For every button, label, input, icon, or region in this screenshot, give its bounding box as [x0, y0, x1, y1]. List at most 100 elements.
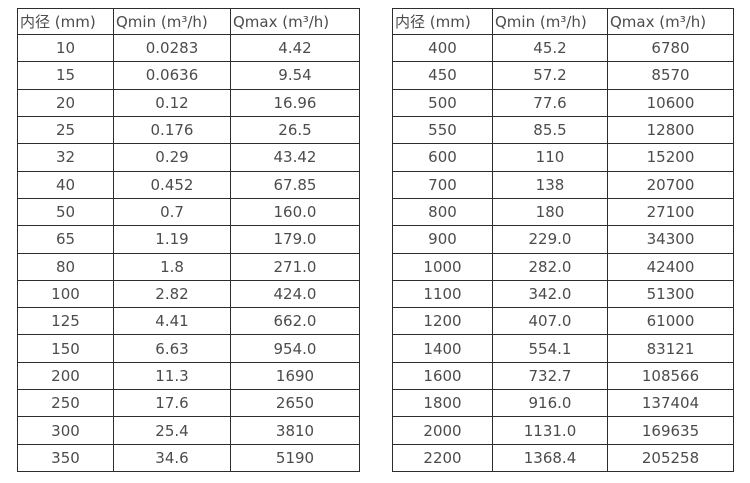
cell-qmax: 271.0 [230, 252, 360, 281]
cell-qmax: 137404 [607, 389, 734, 418]
cell-qmin: 1131.0 [492, 416, 608, 445]
cell-qmin: 0.0283 [113, 33, 231, 63]
cell-qmin: 138 [492, 170, 608, 199]
cell-qmin: 0.176 [113, 115, 231, 145]
cell-diameter: 32 [17, 143, 114, 172]
cell-qmin: 554.1 [492, 334, 608, 363]
cell-qmin: 342.0 [492, 279, 608, 309]
cell-diameter: 1000 [392, 252, 493, 281]
column-header-qmax: Qmax (m³/h) [230, 8, 360, 35]
table-row: 700 138 20700 [392, 170, 734, 199]
cell-qmin: 17.6 [113, 389, 231, 418]
table-row: 40 0.452 67.85 [17, 170, 360, 199]
cell-qmax: 51300 [607, 279, 734, 309]
cell-diameter: 500 [392, 88, 493, 117]
header-row: 内径 (mm) Qmin (m³/h) Qmax (m³/h) [392, 8, 734, 35]
cell-qmax: 3810 [230, 416, 360, 445]
table-row: 20 0.12 16.96 [17, 88, 360, 117]
table-row: 1200 407.0 61000 [392, 307, 734, 336]
cell-qmin: 1.8 [113, 252, 231, 281]
table-row: 800 180 27100 [392, 197, 734, 227]
cell-diameter: 80 [17, 252, 114, 281]
table-row: 1000 282.0 42400 [392, 252, 734, 281]
header-row: 内径 (mm) Qmin (m³/h) Qmax (m³/h) [17, 8, 360, 35]
table-row: 250 17.6 2650 [17, 389, 360, 418]
cell-diameter: 250 [17, 389, 114, 418]
cell-diameter: 25 [17, 115, 114, 145]
cell-diameter: 1400 [392, 334, 493, 363]
cell-qmin: 0.29 [113, 143, 231, 172]
column-header-diameter: 内径 (mm) [17, 8, 114, 35]
cell-qmin: 110 [492, 143, 608, 172]
table-row: 2000 1131.0 169635 [392, 416, 734, 445]
cell-qmin: 0.452 [113, 170, 231, 199]
cell-diameter: 300 [17, 416, 114, 445]
table-row: 500 77.6 10600 [392, 88, 734, 117]
cell-qmin: 1368.4 [492, 443, 608, 473]
cell-qmax: 26.5 [230, 115, 360, 145]
table-row: 125 4.41 662.0 [17, 307, 360, 336]
cell-diameter: 350 [17, 443, 114, 473]
cell-qmax: 4.42 [230, 33, 360, 63]
diameter-flow-table-right: 内径 (mm) Qmin (m³/h) Qmax (m³/h) 400 45.2 6780… [392, 8, 734, 473]
cell-diameter: 125 [17, 307, 114, 336]
cell-diameter: 150 [17, 334, 114, 363]
column-header-qmin: Qmin (m³/h) [113, 8, 231, 35]
cell-qmax: 15200 [607, 143, 734, 172]
cell-qmax: 42400 [607, 252, 734, 281]
cell-qmax: 20700 [607, 170, 734, 199]
cell-diameter: 50 [17, 197, 114, 227]
cell-qmax: 179.0 [230, 225, 360, 254]
cell-qmin: 45.2 [492, 33, 608, 63]
cell-qmin: 57.2 [492, 61, 608, 90]
table-row: 1600 732.7 108566 [392, 361, 734, 391]
cell-diameter: 600 [392, 143, 493, 172]
table-row: 10 0.0283 4.42 [17, 33, 360, 63]
table-row: 50 0.7 160.0 [17, 197, 360, 227]
cell-qmax: 34300 [607, 225, 734, 254]
cell-diameter: 65 [17, 225, 114, 254]
cell-qmax: 424.0 [230, 279, 360, 309]
cell-qmin: 407.0 [492, 307, 608, 336]
cell-diameter: 200 [17, 361, 114, 391]
cell-qmax: 67.85 [230, 170, 360, 199]
table-row: 600 110 15200 [392, 143, 734, 172]
cell-qmax: 61000 [607, 307, 734, 336]
table-row: 300 25.4 3810 [17, 416, 360, 445]
cell-qmin: 4.41 [113, 307, 231, 336]
cell-diameter: 1200 [392, 307, 493, 336]
cell-qmin: 11.3 [113, 361, 231, 391]
cell-diameter: 40 [17, 170, 114, 199]
cell-qmax: 8570 [607, 61, 734, 90]
column-header-qmin: Qmin (m³/h) [492, 8, 608, 35]
cell-qmin: 25.4 [113, 416, 231, 445]
cell-qmax: 12800 [607, 115, 734, 145]
cell-qmax: 9.54 [230, 61, 360, 90]
column-header-diameter: 内径 (mm) [392, 8, 493, 35]
cell-qmax: 83121 [607, 334, 734, 363]
table-row: 100 2.82 424.0 [17, 279, 360, 309]
cell-qmax: 954.0 [230, 334, 360, 363]
cell-diameter: 900 [392, 225, 493, 254]
cell-qmin: 6.63 [113, 334, 231, 363]
column-header-qmax: Qmax (m³/h) [607, 8, 734, 35]
table-row: 1100 342.0 51300 [392, 279, 734, 309]
table-row: 1400 554.1 83121 [392, 334, 734, 363]
cell-qmax: 1690 [230, 361, 360, 391]
table-row: 200 11.3 1690 [17, 361, 360, 391]
table-row: 15 0.0636 9.54 [17, 61, 360, 90]
table-row: 80 1.8 271.0 [17, 252, 360, 281]
cell-diameter: 1600 [392, 361, 493, 391]
cell-diameter: 2200 [392, 443, 493, 473]
cell-diameter: 1100 [392, 279, 493, 309]
cell-qmax: 169635 [607, 416, 734, 445]
cell-qmax: 205258 [607, 443, 734, 473]
cell-qmin: 282.0 [492, 252, 608, 281]
cell-diameter: 450 [392, 61, 493, 90]
table-row: 65 1.19 179.0 [17, 225, 360, 254]
cell-diameter: 100 [17, 279, 114, 309]
table-row: 350 34.6 5190 [17, 443, 360, 473]
table-row: 450 57.2 8570 [392, 61, 734, 90]
cell-qmin: 0.0636 [113, 61, 231, 90]
